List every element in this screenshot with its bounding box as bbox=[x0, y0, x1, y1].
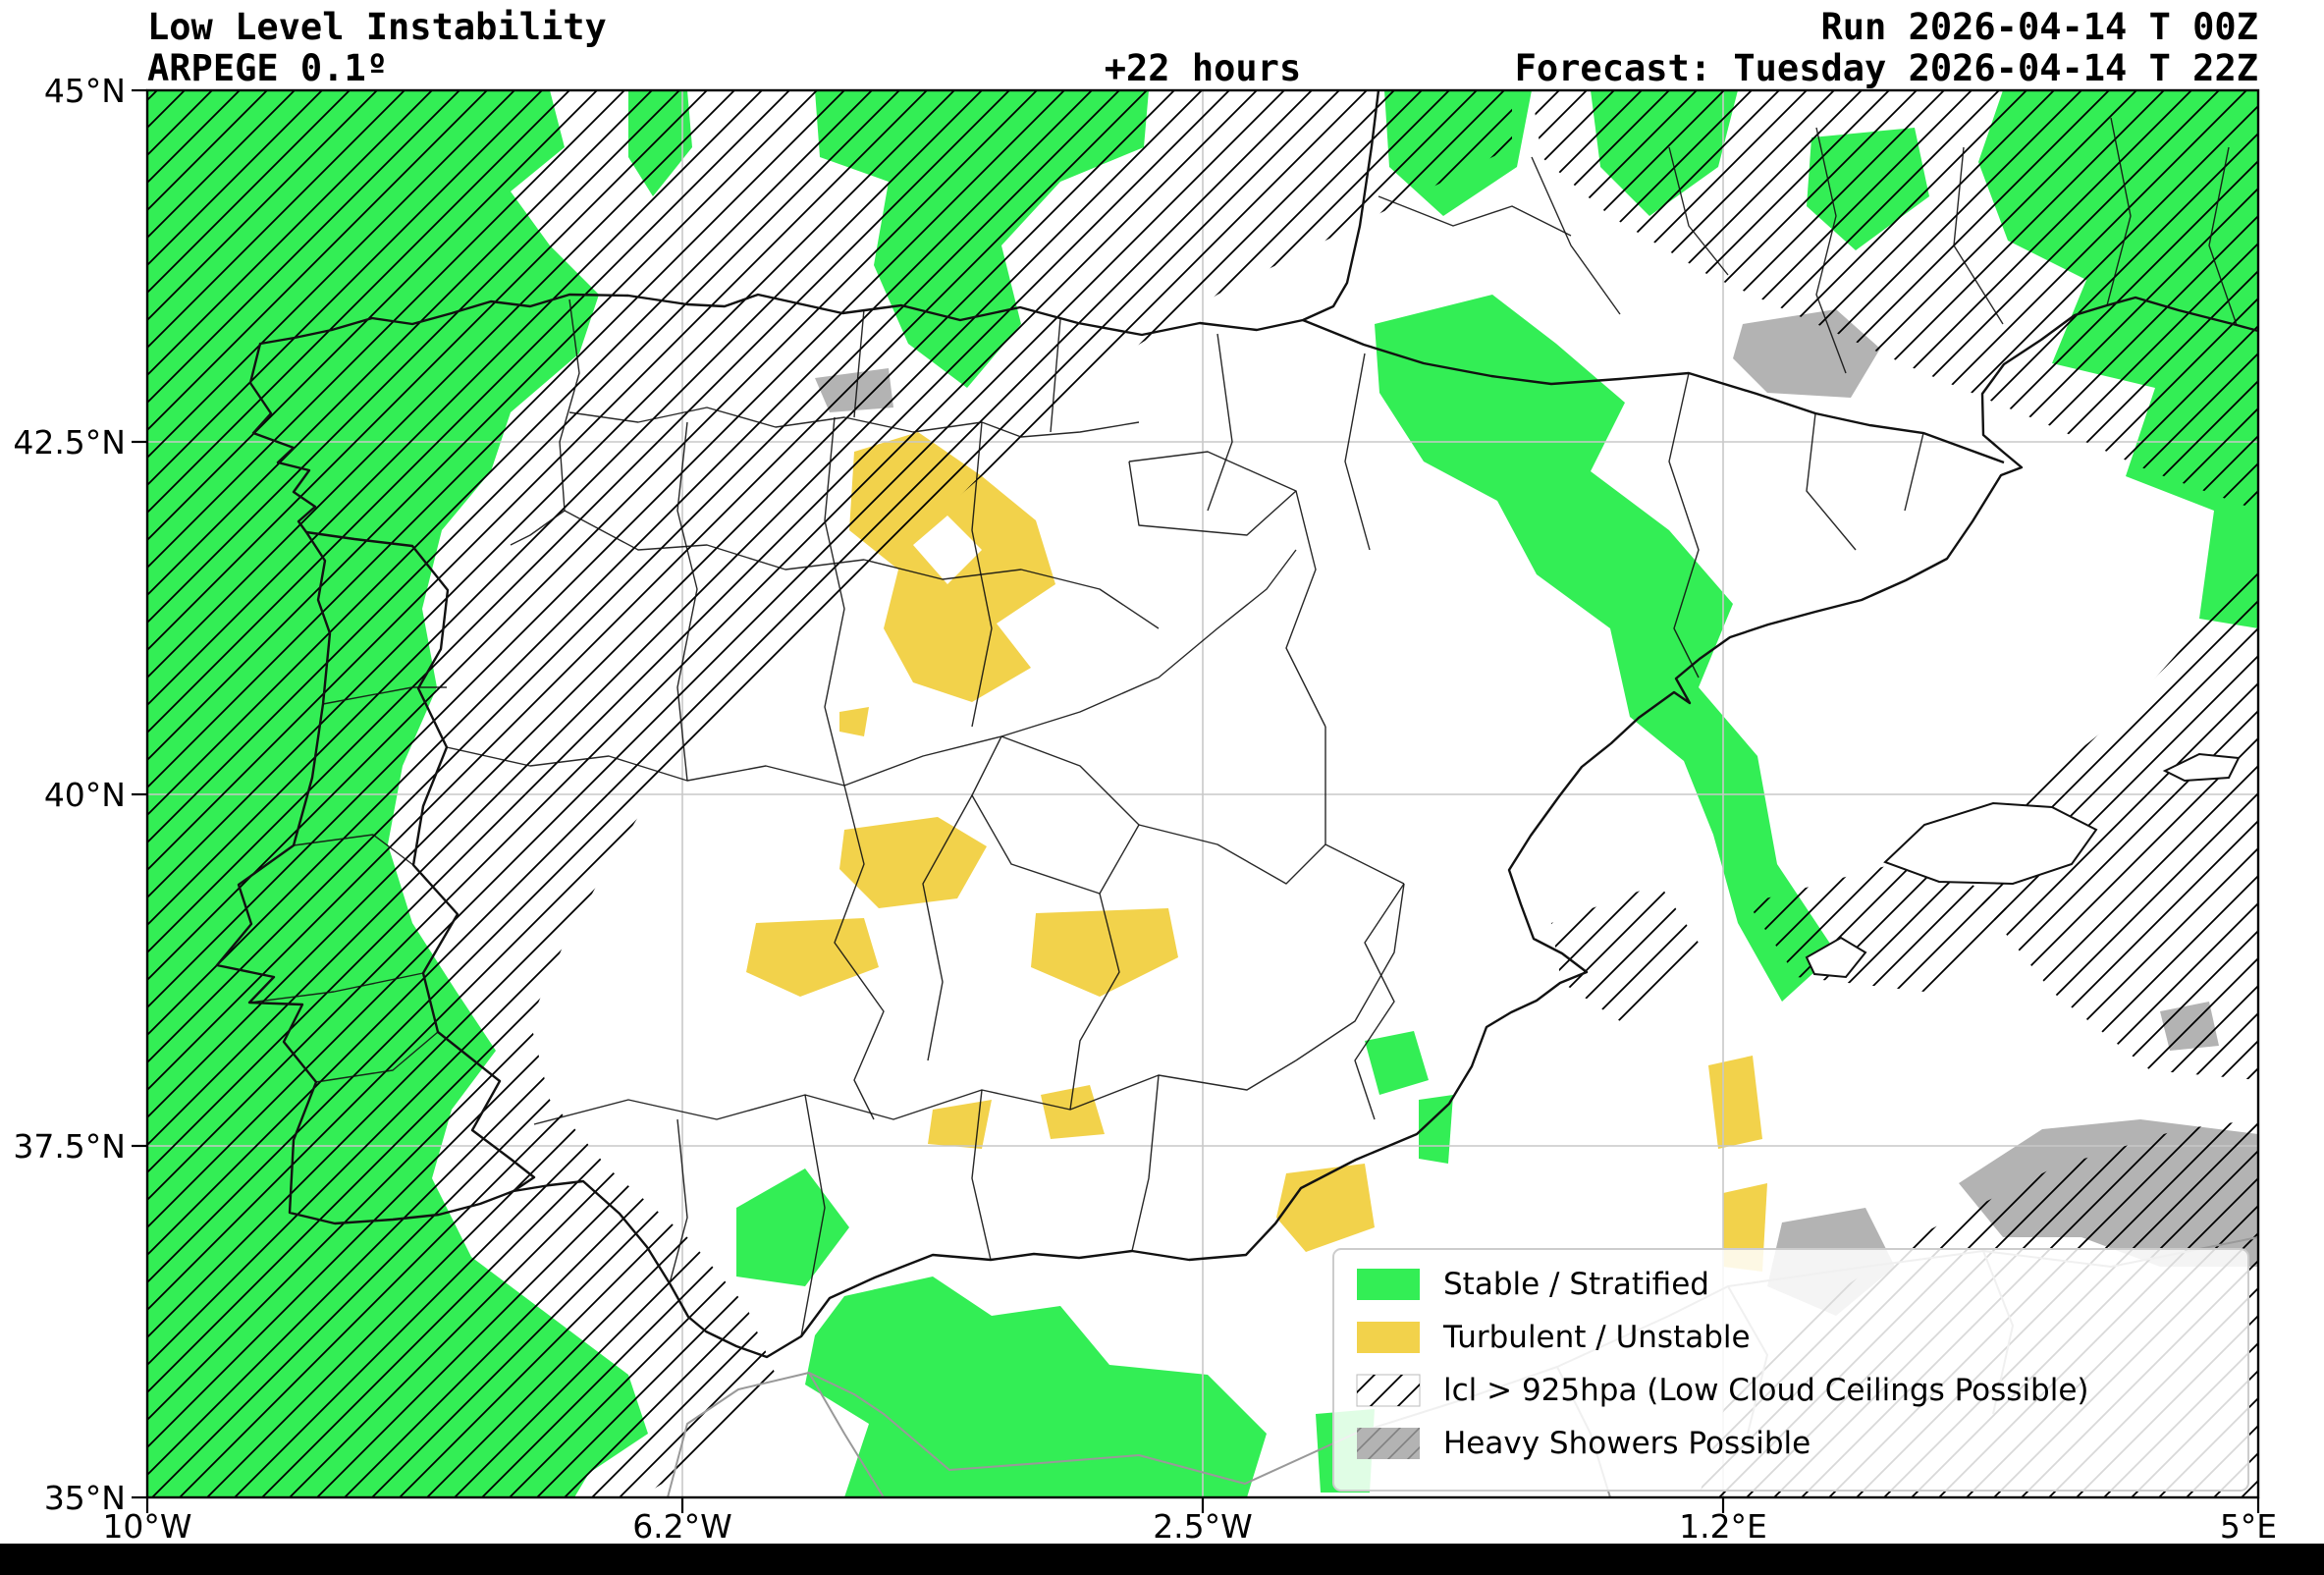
ibiza-island bbox=[1805, 936, 1867, 979]
x-axis-labels: 10°W 6.2°W 2.5°W 1.2°E 5°E bbox=[102, 1507, 2277, 1546]
y-tick-label: 37.5°N bbox=[13, 1127, 126, 1166]
province-borders bbox=[248, 117, 2238, 1337]
y-tick-label: 42.5°N bbox=[13, 423, 126, 462]
border-line bbox=[1531, 156, 1621, 315]
hatch-region bbox=[1973, 550, 2258, 1080]
hatch-region bbox=[1551, 884, 1699, 1021]
border-line bbox=[1128, 451, 1297, 536]
footer-bar bbox=[0, 1544, 2324, 1575]
border-line bbox=[1138, 824, 1326, 885]
turbulent-region bbox=[1708, 1056, 1762, 1149]
x-tick-label: 6.2°W bbox=[632, 1507, 732, 1546]
stable-region bbox=[736, 1168, 849, 1286]
x-tick-label: 1.2°E bbox=[1679, 1507, 1767, 1546]
turbulent-region bbox=[928, 1100, 992, 1149]
x-tick-label: 5°E bbox=[2220, 1507, 2277, 1546]
border-line bbox=[1131, 1074, 1160, 1252]
legend-box bbox=[1332, 1248, 2249, 1492]
legend: Stable / Stratified Turbulent / Unstable… bbox=[1332, 1248, 2249, 1492]
border-line bbox=[248, 972, 424, 1004]
border-line bbox=[1344, 353, 1371, 551]
border-line bbox=[971, 1089, 992, 1261]
border-line bbox=[669, 1118, 688, 1284]
border-line bbox=[676, 421, 698, 782]
border-line bbox=[1354, 883, 1405, 1120]
border-line bbox=[834, 785, 885, 1120]
stable-region bbox=[805, 1276, 1267, 1497]
map-layers: Stable / Stratified Turbulent / Unstable… bbox=[147, 90, 2258, 1497]
y-tick-label: 40°N bbox=[44, 776, 126, 814]
hatch-region bbox=[1532, 90, 2258, 511]
legend-label-heavy-showers: Heavy Showers Possible bbox=[1443, 1426, 1811, 1461]
mallorca-island bbox=[1883, 801, 2098, 886]
turbulent-region bbox=[746, 918, 879, 997]
x-tick-label: 10°W bbox=[102, 1507, 191, 1546]
border-line bbox=[2106, 117, 2132, 306]
border-line bbox=[853, 308, 865, 418]
border-line bbox=[564, 510, 1160, 629]
legend-label-lcl: lcl > 925hpa (Low Cloud Ceilings Possibl… bbox=[1443, 1373, 2089, 1408]
islands bbox=[1805, 752, 2241, 979]
axis-ticks bbox=[132, 88, 2260, 1513]
legend-swatch-hatch-overlay bbox=[1357, 1375, 1420, 1406]
border-line bbox=[2208, 146, 2238, 326]
border-line bbox=[293, 834, 414, 866]
legend-label-stable: Stable / Stratified bbox=[1443, 1267, 1709, 1302]
iberia-coastline bbox=[215, 90, 2258, 1359]
border-line bbox=[800, 1094, 826, 1337]
white-holes bbox=[913, 516, 982, 584]
border-line bbox=[1295, 883, 1405, 1061]
border-line bbox=[446, 549, 1297, 787]
border-line bbox=[1806, 412, 1857, 551]
legend-swatch-stable bbox=[1357, 1269, 1420, 1300]
y-axis-labels: 45°N 42.5°N 40°N 37.5°N 35°N bbox=[13, 72, 126, 1517]
border-line bbox=[922, 794, 973, 1061]
hatch-region bbox=[147, 90, 1512, 1497]
border-line bbox=[1050, 318, 1061, 433]
stable-region bbox=[1365, 1031, 1429, 1095]
x-tick-label: 2.5°W bbox=[1153, 1507, 1253, 1546]
border-line bbox=[1285, 490, 1326, 728]
border-line bbox=[1904, 432, 1924, 512]
page-title: Low Level Instability bbox=[147, 6, 607, 48]
model-label: ARPEGE 0.1º bbox=[147, 47, 388, 89]
turbulent-region bbox=[839, 707, 869, 736]
border-line bbox=[510, 299, 580, 546]
valid-time-label: Forecast: Tuesday 2026-04-14 T 22Z bbox=[1515, 47, 2258, 89]
stable-region bbox=[1375, 295, 1836, 1002]
border-line bbox=[315, 1031, 439, 1083]
turbulent-region bbox=[1031, 908, 1178, 997]
legend-swatch-heavy-showers-overlay bbox=[1357, 1428, 1420, 1459]
border-line bbox=[1069, 893, 1120, 1111]
border-line bbox=[824, 416, 845, 787]
turbulent-region bbox=[1276, 1164, 1375, 1252]
border-line bbox=[1815, 127, 1847, 374]
border-line bbox=[533, 1059, 1297, 1125]
run-label: Run 2026-04-14 T 00Z bbox=[1820, 6, 2258, 48]
border-line bbox=[322, 686, 447, 705]
border-line bbox=[1668, 146, 1729, 276]
legend-label-turbulent: Turbulent / Unstable bbox=[1442, 1320, 1751, 1355]
border-line bbox=[1953, 146, 2004, 325]
legend-swatch-turbulent bbox=[1357, 1322, 1420, 1353]
africa-border bbox=[808, 1372, 885, 1497]
y-tick-label: 35°N bbox=[44, 1479, 126, 1517]
white-hole bbox=[913, 516, 982, 584]
lead-time-label: +22 hours bbox=[1105, 47, 1301, 89]
menorca-island bbox=[2162, 752, 2241, 783]
border-line bbox=[1378, 195, 1572, 237]
turbulent-region bbox=[839, 817, 987, 908]
border-line bbox=[568, 407, 1140, 438]
border-line bbox=[971, 421, 993, 728]
y-tick-label: 45°N bbox=[44, 72, 126, 110]
turbulent-region bbox=[1041, 1085, 1105, 1139]
border-line bbox=[1668, 372, 1700, 679]
border-line bbox=[1207, 333, 1233, 512]
